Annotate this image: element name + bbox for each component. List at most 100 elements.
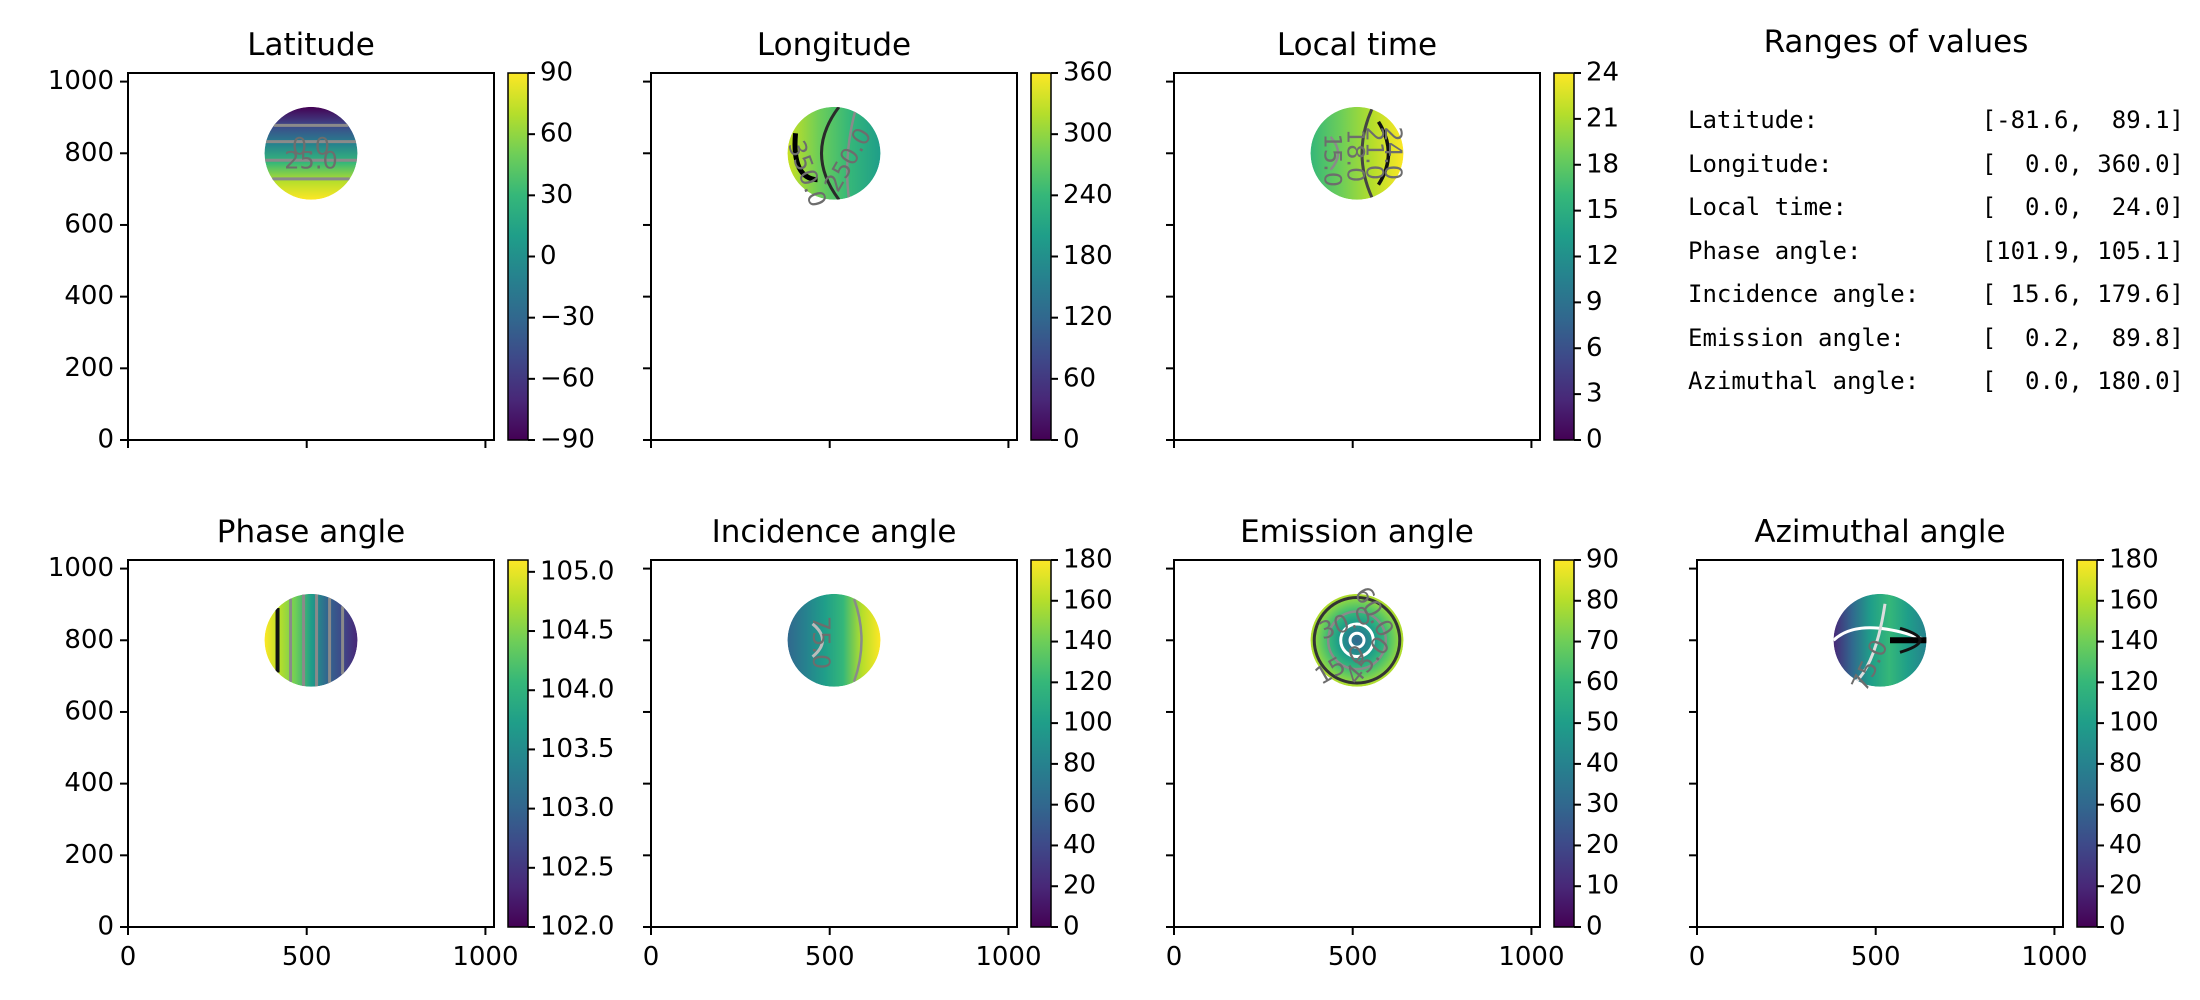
panel-title: Incidence angle — [712, 514, 957, 550]
range-value: [ 0.0, 180.0] — [1981, 367, 2184, 395]
colorbar — [1030, 72, 1052, 441]
disc-group — [787, 593, 881, 687]
panel-title: Emission angle — [1240, 514, 1474, 550]
colorbar-tick-label: 80 — [2109, 748, 2142, 778]
disc-group — [1310, 106, 1404, 200]
range-row: Emission angle: [ 0.2, 89.8] — [1688, 324, 2184, 368]
colorbar-tick-label: 104.5 — [540, 616, 614, 646]
colorbar-tick-label: 160 — [1063, 585, 1113, 615]
y-tick-label: 1000 — [48, 66, 114, 96]
panel-local-time: Local time 18.021.0 15.0 24.0 24 21 18 15 12 9 6 3 0 — [1166, 27, 1619, 455]
contour-line — [1376, 120, 1391, 186]
panel-title: Azimuthal angle — [1754, 514, 2005, 550]
axes-frame — [127, 72, 495, 441]
colorbar-tick-label: 102.0 — [540, 912, 614, 942]
colorbar-tick-label: 24 — [1586, 58, 1619, 88]
contour-label: 21.0 — [1360, 127, 1388, 180]
colorbar-tick-label: 120 — [2109, 667, 2159, 697]
contour-label: 24.0 — [1379, 127, 1407, 180]
contour-line — [1312, 596, 1402, 685]
colorbar-tick-label: 120 — [1063, 667, 1113, 697]
y-tick-label: 600 — [64, 209, 114, 239]
y-tick-label: 400 — [64, 281, 114, 311]
colorbar — [1553, 559, 1575, 928]
colorbar-tick-label: 120 — [1063, 302, 1113, 332]
planet-disc — [1310, 593, 1404, 687]
planet-disc — [1310, 106, 1404, 200]
range-value: [101.9, 105.1] — [1981, 236, 2184, 265]
contour-line — [845, 106, 862, 200]
x-tick-label: 1000 — [452, 942, 518, 972]
contour-line — [1360, 108, 1374, 199]
disc-group — [787, 106, 881, 200]
range-row: Latitude: [-81.6, 89.1] — [1688, 106, 2184, 150]
x-tick-label: 1000 — [1498, 942, 1564, 972]
colorbar-tick-label: 180 — [1063, 241, 1113, 271]
colorbar-tick-label: 9 — [1586, 287, 1603, 317]
panel-phase-angle: Phase angle 0 200 400 600 800 1000 0 500 1000 105.… — [48, 514, 615, 972]
colorbar-tick-label: 60 — [2109, 789, 2142, 819]
colorbar-tick-label: 180 — [1063, 545, 1113, 575]
colorbar-tick-label: −60 — [540, 363, 595, 393]
panel-title: Phase angle — [217, 514, 405, 550]
axes-frame — [1696, 559, 2064, 928]
range-value: [ 0.2, 89.8] — [1981, 323, 2184, 352]
contour-line — [811, 622, 825, 658]
colorbar-tick-label: 140 — [1063, 626, 1113, 656]
planet-disc — [264, 106, 358, 200]
axes-frame — [1173, 72, 1541, 441]
colorbar-tick-label: 0 — [540, 241, 557, 271]
colorbar-tick-label: 360 — [1063, 58, 1113, 88]
range-label: Azimuthal angle: — [1688, 367, 1920, 395]
range-row: Incidence angle: [ 15.6, 179.6] — [1688, 280, 2184, 324]
range-row: Phase angle: [101.9, 105.1] — [1688, 237, 2184, 281]
x-tick-label: 500 — [1328, 942, 1378, 972]
x-tick-label: 0 — [120, 942, 137, 972]
contour-label: 25.0 — [284, 147, 337, 175]
x-tick-label: 500 — [1851, 942, 1901, 972]
colorbar-tick-label: 40 — [1063, 830, 1096, 860]
x-tick-label: 0 — [643, 942, 660, 972]
colorbar-tick-label: 104.0 — [540, 675, 614, 705]
colorbar-tick-label: 50 — [1586, 708, 1619, 738]
colorbar-tick-label: 0 — [1586, 425, 1603, 455]
colorbar-tick-label: 300 — [1063, 119, 1113, 149]
panel-title: Longitude — [757, 27, 911, 63]
contour-line — [1329, 135, 1340, 171]
colorbar-tick-label: 240 — [1063, 180, 1113, 210]
colorbar-tick-label: 12 — [1586, 241, 1619, 271]
panel-title: Latitude — [247, 27, 375, 63]
y-tick-label: 0 — [97, 425, 114, 455]
colorbar-tick-label: 0 — [2109, 912, 2126, 942]
planet-disc — [787, 593, 881, 687]
panel-title: Local time — [1277, 27, 1437, 63]
contour-label: 0.0 — [292, 133, 330, 161]
contour-line — [1348, 631, 1366, 649]
x-tick-label: 1000 — [975, 942, 1041, 972]
contour-line — [820, 106, 841, 200]
disc-group — [264, 593, 358, 687]
colorbar-tick-label: −90 — [540, 425, 595, 455]
contour-line — [1339, 622, 1375, 659]
contour-line — [1326, 610, 1388, 671]
disc-group — [1310, 593, 1404, 687]
colorbar-tick-label: 80 — [1063, 748, 1096, 778]
contour-line — [1833, 626, 1927, 642]
range-value: [ 0.0, 360.0] — [1981, 149, 2184, 178]
panel-latitude: Latitude 0.025.0 0 200 400 600 800 1000 90 60 30 0 −… — [48, 27, 595, 455]
colorbar — [507, 72, 529, 441]
disc-group — [264, 106, 358, 200]
x-tick-label: 0 — [1689, 942, 1706, 972]
y-tick-label: 1000 — [48, 553, 114, 583]
planet-disc — [264, 593, 358, 687]
colorbar — [1553, 72, 1575, 441]
contour-label: 18.0 — [1342, 129, 1370, 182]
ranges-title: Ranges of values — [1763, 24, 2029, 60]
planet-disc — [1833, 593, 1927, 687]
colorbar-tick-label: 21 — [1586, 103, 1619, 133]
colorbar-tick-label: 0 — [1063, 912, 1080, 942]
